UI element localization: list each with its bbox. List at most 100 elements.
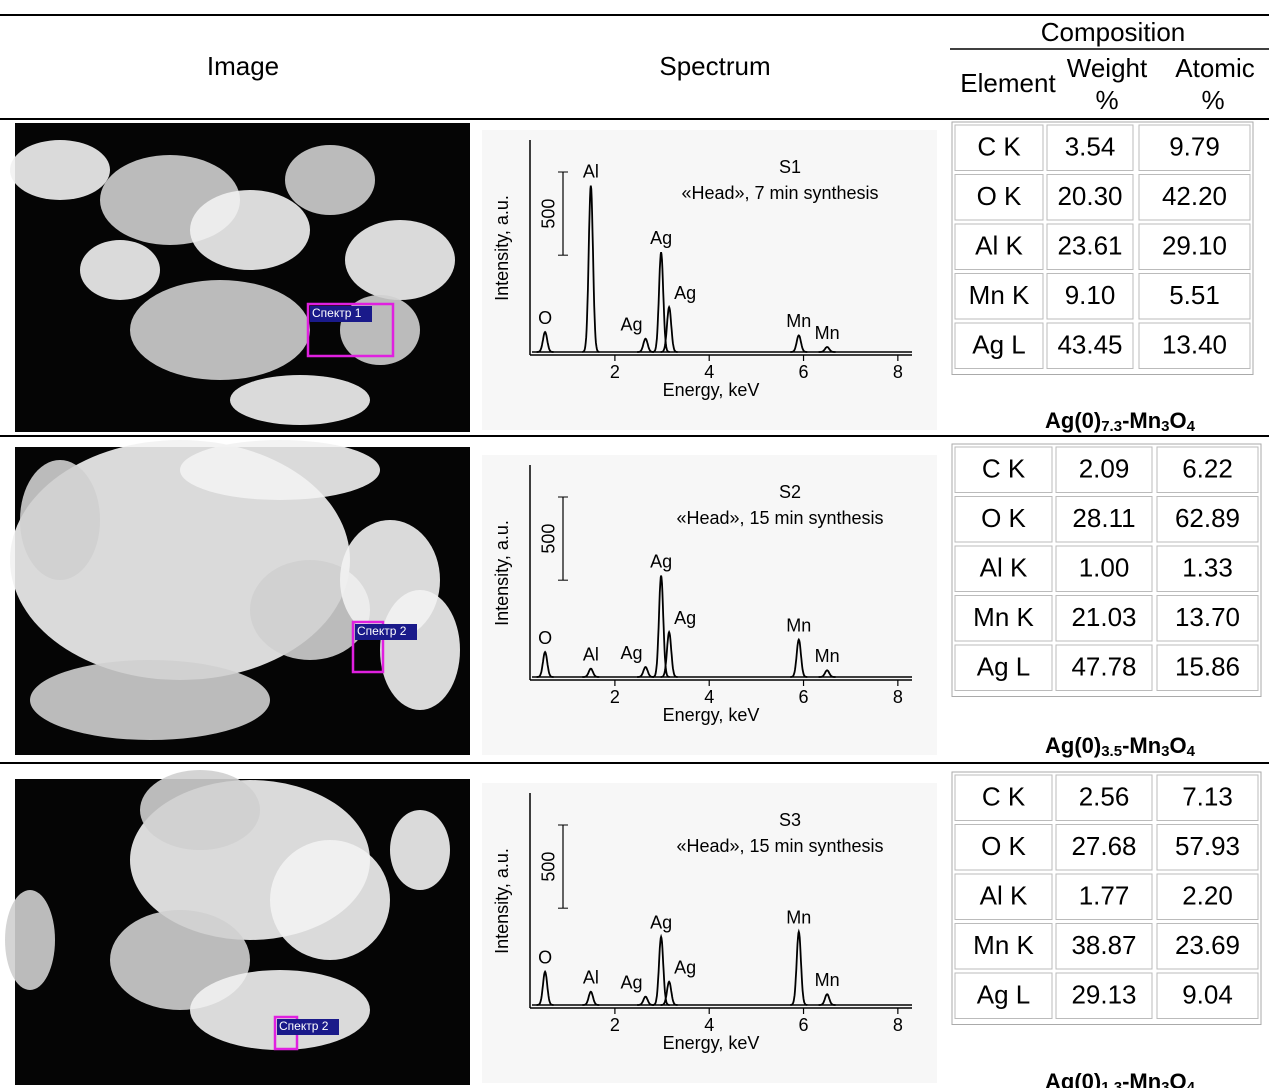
formula: Ag(0)1.3-Mn3O4 [1045, 1069, 1196, 1088]
x-axis-label: Energy, keV [663, 1033, 760, 1053]
table-cell [954, 273, 1044, 320]
peak-label: Ag [621, 314, 643, 334]
composition-table [951, 121, 1254, 375]
sem-particle [230, 375, 370, 425]
peak-label: Ag [674, 957, 696, 977]
table-cell-text: Al K [975, 231, 1023, 261]
spectrum-peak [818, 669, 836, 678]
table-cell-text: Ag L [972, 330, 1026, 360]
peak-label: Mn [815, 323, 840, 343]
table-cell-text: Mn K [973, 602, 1034, 632]
formula-part: -Mn [1122, 1069, 1161, 1088]
table-cell [954, 595, 1053, 642]
sem-particle [250, 560, 370, 660]
table-cell [1055, 545, 1153, 592]
spectrum-title: S3 [779, 810, 801, 830]
spectrum-peak [660, 629, 678, 678]
table-cell [1156, 774, 1259, 821]
formula-part: 4 [1187, 418, 1196, 435]
x-tick-label: 6 [799, 362, 809, 382]
peak-label: Ag [650, 913, 672, 933]
formula-part: Ag(0) [1045, 1069, 1101, 1088]
header-weight: Weight [1067, 53, 1148, 83]
table-cell-text: O K [977, 181, 1022, 211]
table-cell-text: 2.56 [1079, 782, 1130, 812]
formula-part: 3.5 [1101, 743, 1122, 760]
formula-part: O [1170, 408, 1187, 433]
table-cell-text: 23.69 [1175, 930, 1240, 960]
table-cell [1138, 322, 1251, 369]
spectrum-region [351, 620, 385, 674]
spectrum-region [306, 302, 395, 358]
table-cell [1055, 446, 1153, 493]
x-tick-label: 4 [704, 362, 714, 382]
table-cell [1138, 174, 1251, 221]
table-cell [1138, 273, 1251, 320]
table-cell [1055, 774, 1153, 821]
y-axis-label: Intensity, a.u. [492, 520, 512, 626]
sem-particle [10, 140, 110, 200]
region-label: Спектр 2 [357, 624, 407, 638]
peak-label: O [538, 308, 552, 328]
table-cell [1055, 644, 1153, 691]
table-cell-text: 27.68 [1071, 831, 1136, 861]
table-cell-text: Al K [980, 553, 1028, 583]
table-cell-text: C K [982, 454, 1026, 484]
table-cell [1156, 824, 1259, 871]
sem-particle [390, 810, 450, 890]
table-cell-text: Ag L [977, 980, 1031, 1010]
spectrum-peak [637, 337, 654, 353]
table-cell [954, 923, 1053, 970]
table-cell-text: 9.10 [1065, 280, 1116, 310]
x-tick-label: 2 [610, 1015, 620, 1035]
spectrum-panel [482, 130, 937, 430]
spectrum-subtitle: «Head», 15 min synthesis [676, 508, 883, 528]
header-weight-unit: % [1095, 85, 1118, 115]
formula-part: 4 [1187, 743, 1196, 760]
table-cell-text: O K [981, 831, 1026, 861]
table-cell [1055, 824, 1153, 871]
sem-particle [30, 660, 270, 740]
spectrum-peak [790, 637, 808, 678]
x-tick-label: 4 [704, 1015, 714, 1035]
table-cell-text: 57.93 [1175, 831, 1240, 861]
table-cell [954, 644, 1053, 691]
spectrum-peak [818, 346, 836, 353]
peak-label: Ag [621, 972, 643, 992]
header-image: Image [207, 51, 279, 81]
x-tick-label: 2 [610, 687, 620, 707]
formula-part: O [1170, 733, 1187, 758]
table-cell [1156, 446, 1259, 493]
peak-label: Ag [650, 551, 672, 571]
formula-part: Ag(0) [1045, 408, 1101, 433]
y-axis-label: Intensity, a.u. [492, 848, 512, 954]
spectrum-peak [582, 990, 600, 1006]
peak-label: Al [583, 967, 599, 987]
table-cell-text: 6.22 [1182, 454, 1233, 484]
scale-bar-label: 500 [539, 852, 559, 882]
sem-particle [190, 970, 370, 1050]
spectrum-peak [536, 969, 554, 1006]
table-cell-text: 1.77 [1079, 881, 1130, 911]
spectrum-title: S2 [779, 482, 801, 502]
formula-part: Ag(0) [1045, 733, 1101, 758]
formula: Ag(0)7.3-Mn3O4 [1045, 408, 1196, 435]
table-cell-text: 13.40 [1162, 330, 1227, 360]
spectrum-peak [582, 667, 600, 678]
formula-part: 4 [1187, 1079, 1196, 1088]
formula-part: -Mn [1122, 408, 1161, 433]
table-cell-text: 23.61 [1057, 231, 1122, 261]
table-cell-text: 42.20 [1162, 181, 1227, 211]
table-cell-text: 9.79 [1169, 132, 1220, 162]
sem-particle [130, 280, 310, 380]
table-cell-text: Al K [980, 881, 1028, 911]
header-atomic-unit: % [1201, 85, 1224, 115]
spectrum-peak [818, 993, 836, 1006]
table-cell-text: 28.11 [1072, 503, 1135, 533]
header-atomic: Atomic [1175, 53, 1254, 83]
formula-part: 1.3 [1101, 1079, 1122, 1088]
spectrum-peak [637, 995, 654, 1006]
table-cell [1055, 496, 1153, 543]
region-label-bg [277, 1019, 339, 1035]
table-cell-text: 20.30 [1057, 181, 1122, 211]
